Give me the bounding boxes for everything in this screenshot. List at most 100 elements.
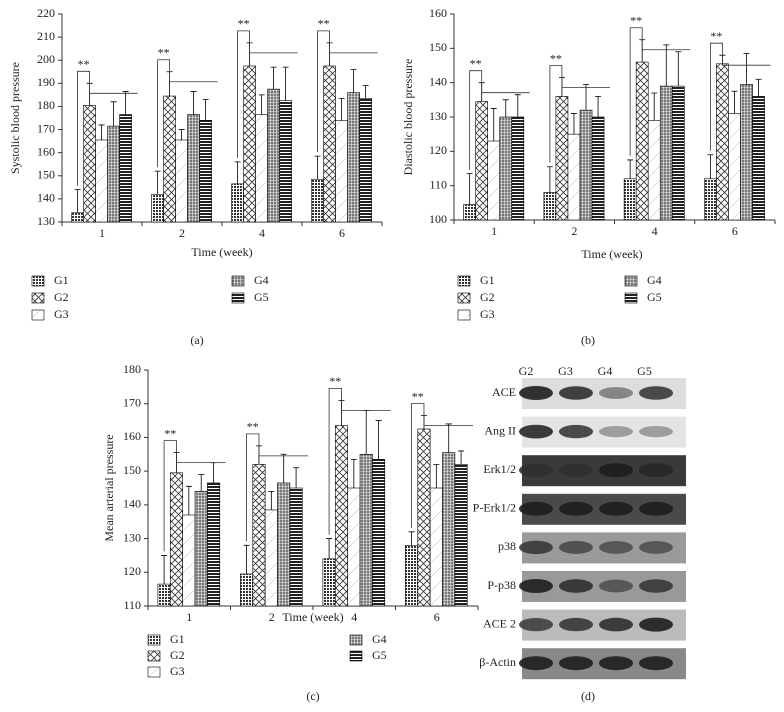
error-bar — [198, 474, 205, 492]
bar — [671, 85, 685, 221]
blot-band — [639, 426, 673, 438]
x-tick-label: 2 — [269, 610, 275, 624]
y-tick-label: 170 — [123, 395, 141, 409]
y-tick-label: 110 — [123, 598, 141, 612]
y-tick-label: 210 — [37, 29, 55, 43]
bar — [579, 109, 593, 221]
error-bar — [707, 154, 714, 179]
row-label: β-Actin — [479, 655, 516, 669]
x-tick-label: 2 — [571, 224, 577, 238]
error-bar — [445, 423, 452, 453]
significance-bracket — [629, 27, 691, 156]
error-bar — [408, 531, 415, 546]
bar — [647, 120, 661, 221]
error-bar — [338, 97, 345, 121]
bar — [635, 61, 649, 221]
blot-band — [599, 617, 633, 632]
significance-bracket — [237, 30, 298, 158]
legend-label: G4 — [372, 632, 387, 646]
bar — [243, 65, 256, 223]
error-bar — [350, 69, 357, 93]
bar — [107, 125, 120, 223]
y-tick-label: 180 — [123, 362, 141, 376]
legend-label: G2 — [170, 648, 185, 662]
bar — [187, 114, 200, 223]
error-bar — [362, 85, 369, 99]
significance-bracket — [77, 70, 138, 186]
error-bar — [161, 555, 168, 585]
blot-band — [519, 618, 553, 632]
error-bar — [270, 66, 277, 90]
x-axis-label: Time (week) — [581, 247, 642, 261]
blot-band — [639, 463, 673, 478]
bar — [334, 425, 348, 607]
blot-band — [639, 541, 673, 554]
bar — [704, 178, 717, 221]
significance-label: ** — [412, 389, 424, 403]
legend-label: G3 — [170, 664, 185, 678]
y-tick-label: 200 — [37, 52, 55, 66]
bar — [252, 464, 266, 607]
lane-label: G5 — [637, 364, 652, 378]
blot-band — [519, 463, 553, 478]
bar — [207, 482, 221, 607]
legend-swatch — [31, 309, 45, 321]
bar — [454, 464, 468, 607]
bar — [255, 114, 268, 223]
bar — [322, 558, 336, 607]
error-bar — [743, 53, 750, 85]
y-tick-label: 110 — [429, 177, 447, 191]
bar — [169, 472, 183, 607]
legend-swatch — [147, 650, 161, 662]
bar — [417, 428, 431, 607]
significance-label: ** — [470, 56, 482, 70]
bar — [752, 96, 765, 221]
y-tick-label: 150 — [429, 40, 447, 54]
x-tick-label: 6 — [434, 610, 440, 624]
bar — [591, 116, 605, 221]
bar — [311, 178, 324, 223]
y-tick-label: 170 — [37, 121, 55, 135]
legend-swatch — [31, 275, 45, 287]
error-bar — [243, 544, 250, 574]
blot-band — [599, 656, 633, 671]
legend-label: G4 — [647, 273, 662, 287]
legend-swatch — [624, 292, 638, 304]
legend-label: G2 — [54, 290, 69, 304]
error-bar — [98, 124, 105, 140]
significance-bracket — [411, 403, 474, 528]
row-label: ACE — [492, 385, 516, 399]
blot-band — [639, 656, 673, 671]
blot-band — [519, 386, 553, 400]
bar — [182, 514, 196, 607]
legend-label: G5 — [254, 290, 269, 304]
legend-swatch — [147, 666, 161, 678]
bar — [555, 96, 569, 221]
error-bar — [202, 99, 209, 121]
bar — [335, 120, 348, 223]
error-bar — [122, 91, 129, 115]
legend-swatch — [349, 634, 363, 646]
bar — [289, 487, 303, 607]
x-tick-label: 4 — [652, 224, 658, 238]
bar — [240, 573, 254, 607]
y-tick-label: 130 — [37, 214, 55, 228]
error-bar — [583, 83, 590, 111]
row-label: p38 — [498, 539, 516, 553]
panel-label: (d) — [581, 689, 595, 703]
blot-band — [559, 386, 593, 400]
legend-label: G4 — [254, 273, 269, 287]
x-tick-label: 1 — [99, 226, 105, 240]
blot-band — [639, 501, 673, 516]
panel-label: (a) — [190, 333, 203, 347]
error-bar — [627, 159, 634, 179]
legend-label: G2 — [480, 290, 495, 304]
bar — [279, 100, 292, 223]
error-bar — [210, 462, 217, 483]
bar — [728, 113, 741, 221]
bar — [499, 116, 513, 221]
bar — [151, 193, 164, 223]
error-bar — [185, 485, 192, 515]
bar — [347, 92, 360, 223]
